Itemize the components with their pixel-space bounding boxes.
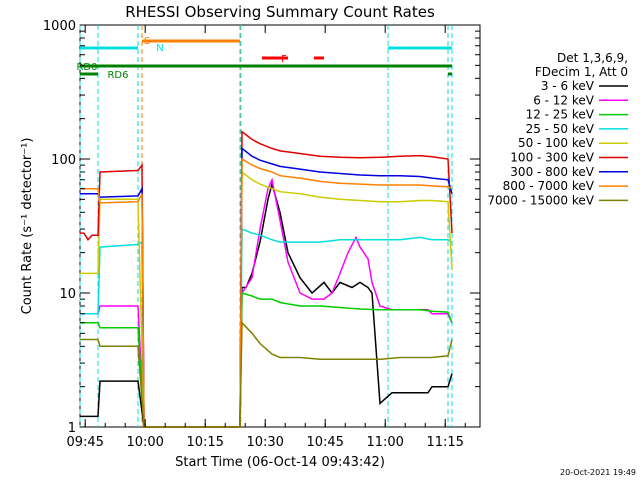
legend: Det 1,3,6,9, FDecim 1, Att 0 3 - 6 keV6 … <box>487 51 628 207</box>
series-lines <box>80 130 453 428</box>
x-tick-label-4: 10:45 <box>306 435 343 450</box>
y-tick-label-3: 1000 <box>43 19 76 34</box>
x-tick-label-1: 10:00 <box>126 435 163 450</box>
legend-label-8: 7000 - 15000 keV <box>487 193 594 207</box>
x-tick-label-5: 11:00 <box>366 435 403 450</box>
legend-label-7: 800 - 7000 keV <box>503 179 595 193</box>
x-axis-ticks: 09:45 10:00 10:15 10:30 10:45 11:00 11:15 <box>66 25 466 450</box>
series-line-3 <box>80 227 453 428</box>
marker-label-s: S <box>144 36 150 47</box>
legend-label-0: 3 - 6 keV <box>541 79 595 93</box>
series-line-1 <box>80 177 453 428</box>
marker-label-n: N <box>156 43 163 54</box>
legend-label-4: 50 - 100 keV <box>518 136 595 150</box>
legend-label-1: 6 - 12 keV <box>533 93 595 107</box>
legend-label-2: 12 - 25 keV <box>526 108 595 122</box>
legend-label-3: 25 - 50 keV <box>526 122 595 136</box>
plot-area: 09:45 10:00 10:15 10:30 10:45 11:00 11:15 1101… <box>43 19 481 450</box>
series-line-5 <box>80 130 453 428</box>
y-axis-label: Count Rate (s⁻¹ detector⁻¹) <box>20 138 35 315</box>
y-tick-label-2: 100 <box>51 153 76 168</box>
marker-label-rd0: RD0 <box>76 62 97 73</box>
x-tick-label-6: 11:15 <box>426 435 463 450</box>
chart-title: RHESSI Observing Summary Count Rates <box>125 3 435 21</box>
legend-header-2: FDecim 1, Att 0 <box>535 65 628 79</box>
series-line-6 <box>80 146 453 428</box>
state-bars <box>80 39 452 76</box>
footer-timestamp: 20-Oct-2021 19:49 <box>560 468 636 477</box>
x-axis-label: Start Time (06-Oct-14 09:43:42) <box>175 455 385 470</box>
y-tick-label-1: 10 <box>59 287 76 302</box>
series-line-7 <box>80 157 453 428</box>
series-line-8 <box>80 320 453 428</box>
x-tick-label-0: 09:45 <box>66 435 103 450</box>
series-line-2 <box>80 291 453 428</box>
x-tick-label-2: 10:15 <box>186 435 223 450</box>
legend-header-1: Det 1,3,6,9, <box>557 51 628 65</box>
legend-label-6: 300 - 800 keV <box>510 165 594 179</box>
y-axis-ticks: 1 10 100 1000 <box>43 19 480 436</box>
legend-label-5: 100 - 300 keV <box>510 151 594 165</box>
marker-labels: SN F RD0 RD6 <box>76 36 287 81</box>
series-line-4 <box>80 170 453 428</box>
marker-label-rd6: RD6 <box>107 70 128 81</box>
marker-label-f: F <box>281 54 287 65</box>
marker-lines <box>79 25 453 427</box>
x-tick-label-3: 10:30 <box>246 435 283 450</box>
y-tick-label-0: 1 <box>68 421 76 436</box>
